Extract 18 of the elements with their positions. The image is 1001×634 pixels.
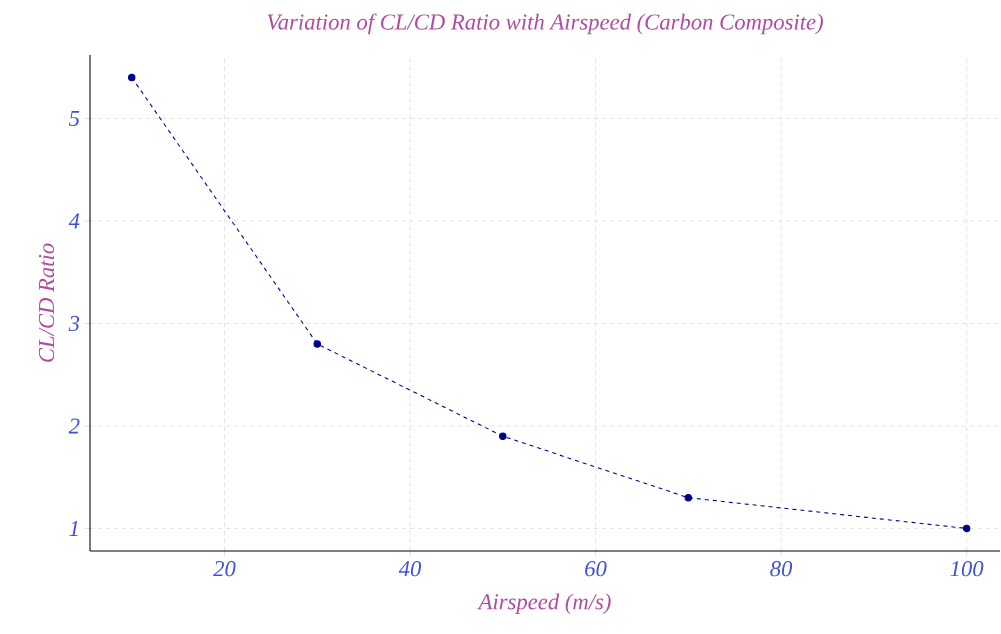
x-tick-label: 60 xyxy=(585,561,607,577)
point xyxy=(313,340,322,348)
chart-title: Variation of CL/CD Ratio with Airspeed (Carbon Composite) xyxy=(267,13,823,35)
x-tick-label: 100 xyxy=(950,561,984,577)
point xyxy=(499,432,507,440)
point xyxy=(962,524,971,533)
x-axis-title: Airspeed (m/s) xyxy=(477,593,611,615)
y-tick-label: 3 xyxy=(68,315,80,332)
x-tick-label: 40 xyxy=(398,561,422,577)
point xyxy=(128,73,136,82)
x-tick-label: 80 xyxy=(770,561,793,577)
y-tick-label: 4 xyxy=(68,213,80,229)
y-tick-label: 1 xyxy=(69,520,78,536)
x-tick-label: 20 xyxy=(213,561,236,577)
point xyxy=(684,493,693,502)
y-axis-title: CL/CD Ratio xyxy=(38,243,55,362)
y-tick-label: 5 xyxy=(68,110,80,127)
y-tick-label: 2 xyxy=(68,418,80,434)
